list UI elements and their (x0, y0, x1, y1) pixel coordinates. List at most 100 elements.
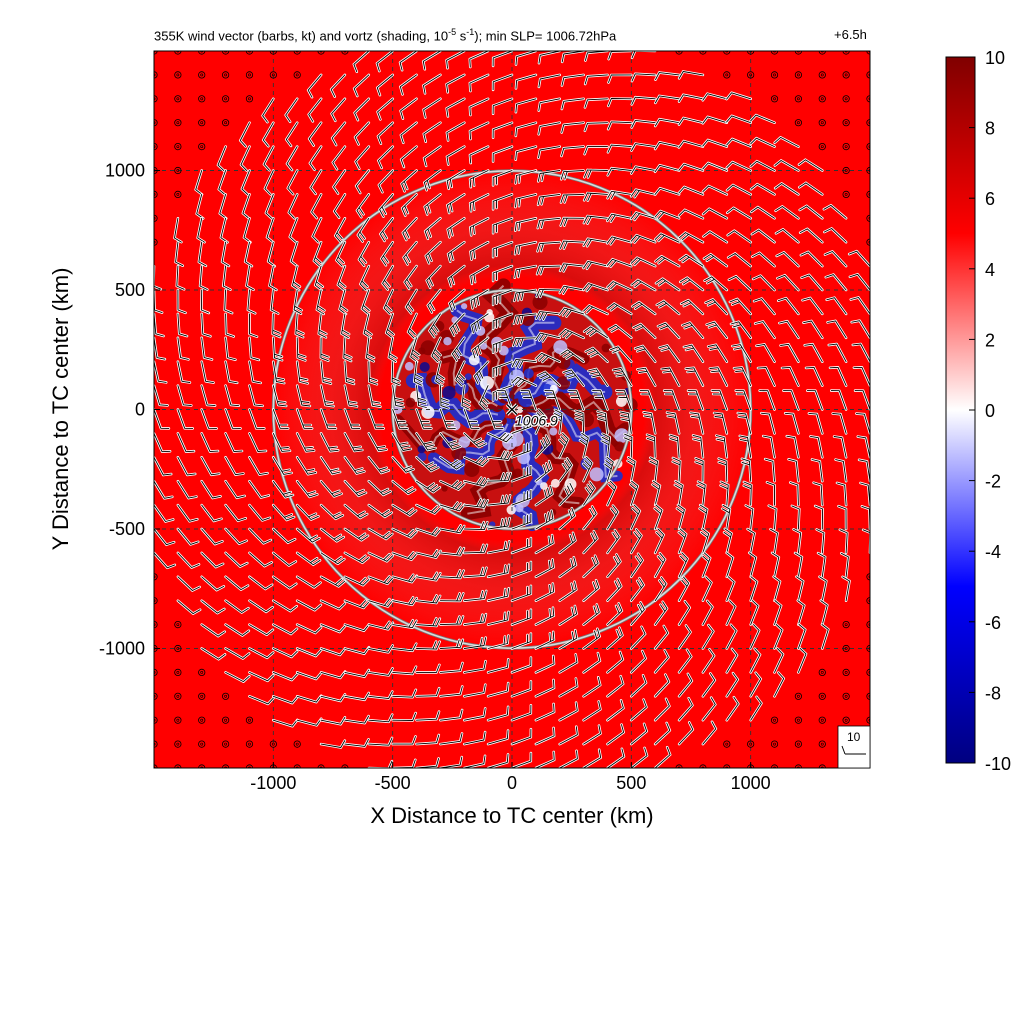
wind-barb (538, 146, 561, 159)
vorticity-blob (589, 467, 604, 482)
wind-barb (833, 436, 847, 458)
calm-wind-marker (699, 51, 707, 55)
wind-barb (439, 639, 464, 649)
calm-wind-marker-inner (868, 97, 870, 101)
wind-barb (608, 324, 632, 339)
wind-barb (368, 645, 394, 653)
wind-barb (695, 457, 704, 482)
wind-barb (657, 322, 680, 339)
wind-barb (535, 352, 561, 363)
wind-barb (535, 679, 555, 697)
wind-barb (631, 51, 656, 59)
wind-barb (683, 344, 704, 363)
calm-wind-marker-inner (725, 766, 729, 768)
calm-wind-marker (770, 95, 779, 103)
wind-barb (357, 217, 370, 242)
wind-barb (177, 456, 196, 476)
title-exponent-b: -1 (466, 27, 475, 37)
wind-barb (416, 641, 441, 650)
calm-wind-marker-inner (295, 742, 299, 746)
calm-wind-marker-inner (844, 145, 848, 149)
calm-wind-marker (174, 119, 182, 127)
wind-barb (401, 193, 417, 217)
vorticity-blob (464, 461, 480, 478)
wind-barb (745, 505, 754, 530)
wind-barb (487, 730, 509, 745)
wind-barb (368, 528, 393, 540)
wind-barb (225, 671, 250, 683)
wind-barb (702, 576, 712, 602)
barb-key-label: 10 (847, 730, 861, 744)
wind-barb (388, 337, 397, 363)
wind-barb (487, 753, 509, 768)
calm-wind-marker-inner (176, 671, 180, 674)
wind-barb (154, 552, 176, 569)
wind-barb (368, 691, 393, 700)
wind-barb (492, 193, 513, 210)
wind-barb (538, 98, 561, 112)
wind-barb (225, 337, 236, 361)
wind-barb (800, 251, 823, 267)
wind-barb (391, 361, 401, 386)
wind-barb (392, 689, 417, 698)
wind-barb (702, 624, 714, 649)
wind-barb (177, 313, 188, 337)
calm-wind-marker (222, 119, 230, 127)
calm-wind-marker (222, 95, 230, 103)
wind-barb (835, 459, 847, 482)
wind-barb (780, 343, 799, 363)
wind-barb (583, 579, 600, 602)
calm-wind-marker-inner (797, 97, 800, 101)
wind-barb (487, 564, 510, 578)
x-tick-label: -1000 (250, 773, 296, 793)
wind-barb (463, 684, 486, 697)
wind-barb (752, 275, 775, 291)
wind-barb (654, 504, 663, 530)
wind-barb (285, 122, 298, 147)
wind-barb (820, 600, 828, 626)
wind-barb (177, 409, 194, 429)
wind-barb (559, 629, 578, 649)
wind-barb (751, 252, 775, 267)
calm-wind-marker (174, 166, 182, 175)
wind-barb (487, 517, 511, 530)
wind-barb (344, 528, 369, 541)
wind-barb (726, 92, 752, 100)
vorticity-blob (460, 303, 468, 310)
wind-barb (537, 217, 561, 229)
wind-barb (535, 311, 561, 321)
wind-barb (272, 480, 294, 498)
calm-wind-marker (842, 644, 850, 653)
wind-barb (361, 289, 370, 315)
wind-barb (702, 208, 728, 219)
wind-barb (513, 289, 537, 302)
wind-barb (726, 207, 752, 219)
wind-barb (607, 724, 625, 745)
wind-barb (439, 432, 461, 450)
wind-barb (463, 637, 487, 649)
wind-barb (804, 343, 823, 363)
wind-barb (320, 480, 343, 497)
y-axis-label: Y Distance to TC center (km) (48, 268, 73, 551)
calm-wind-marker (842, 95, 850, 103)
calm-wind-marker (245, 51, 254, 55)
wind-barb (678, 649, 692, 673)
x-axis-label: X Distance to TC center (km) (370, 803, 653, 828)
wind-barb (311, 193, 322, 219)
calm-wind-marker-inner (200, 671, 204, 674)
wind-barb (850, 297, 870, 315)
colorbar-tick-label: -4 (985, 542, 1001, 562)
wind-barb (753, 298, 775, 315)
wind-barb (726, 161, 752, 171)
calm-wind-marker (198, 95, 206, 103)
wind-barb (287, 170, 298, 195)
calm-wind-marker (222, 692, 230, 700)
wind-barb (636, 367, 656, 387)
wind-barb (378, 170, 394, 193)
calm-wind-marker-inner (248, 73, 251, 77)
wind-barb (678, 209, 704, 219)
wind-barb (356, 193, 370, 218)
wind-barb (402, 217, 417, 241)
wind-barb (768, 505, 777, 530)
calm-wind-marker (675, 51, 683, 55)
